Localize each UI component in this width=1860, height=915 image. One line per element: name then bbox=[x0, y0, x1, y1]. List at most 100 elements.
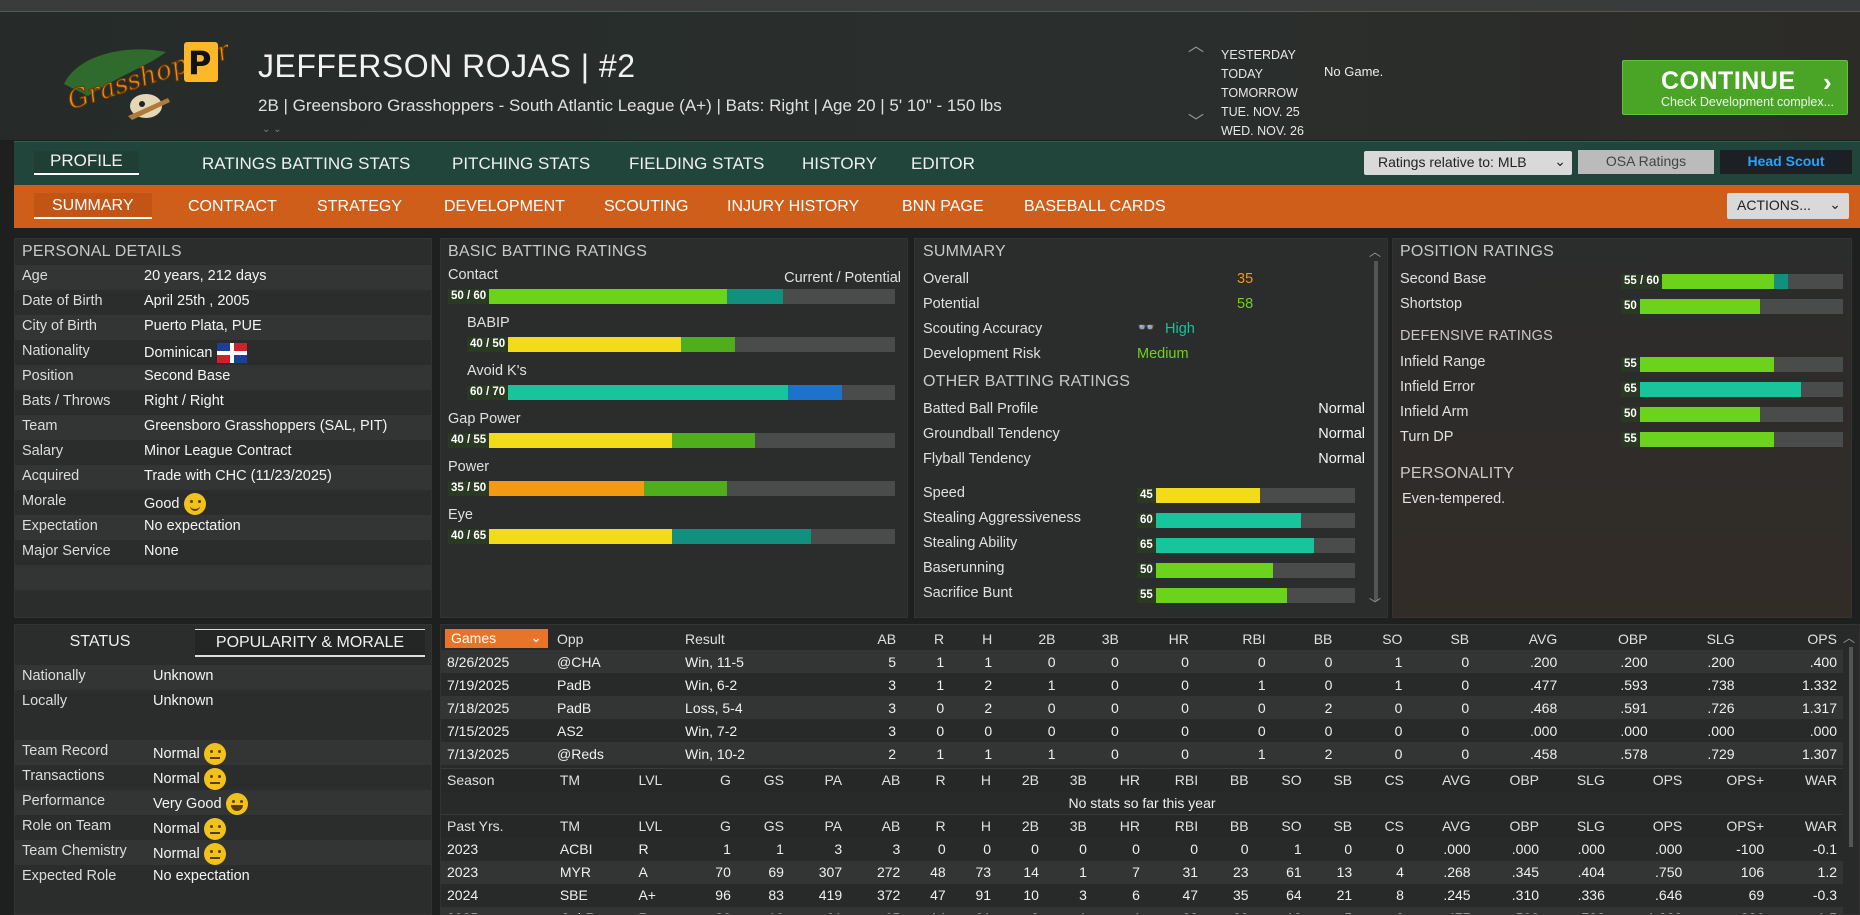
header-cell[interactable]: Result bbox=[685, 630, 725, 647]
scroll-up-icon[interactable]: ︿ bbox=[1842, 631, 1855, 645]
header-cell[interactable]: CS bbox=[1384, 818, 1404, 835]
head-scout-button[interactable]: Head Scout bbox=[1720, 150, 1852, 174]
header-cell[interactable]: BB bbox=[1313, 630, 1333, 647]
tab-status[interactable]: STATUS bbox=[69, 633, 131, 650]
table-row[interactable]: 7/13/2025 @Reds Win, 10-2 2 1 1 1 0 0 1 2 0 0 .458 .57… bbox=[441, 742, 1843, 765]
header-cell[interactable]: TM bbox=[559, 818, 581, 835]
header-cell[interactable]: SB bbox=[1450, 630, 1470, 647]
ratings-relative-select[interactable]: Ratings relative to: MLB ⌄ bbox=[1364, 151, 1572, 175]
scroll-down-icon[interactable]: ﹀ bbox=[1368, 597, 1381, 611]
header-cell[interactable]: BB bbox=[1229, 818, 1249, 835]
header-cell[interactable]: OPS bbox=[1652, 818, 1683, 835]
header-cell[interactable]: AB bbox=[881, 818, 901, 835]
header-cell[interactable]: SLG bbox=[1576, 818, 1605, 835]
header-cell[interactable]: LVL bbox=[638, 818, 663, 835]
header-cell[interactable]: BB bbox=[1229, 772, 1249, 789]
header-cell[interactable]: RBI bbox=[1174, 772, 1199, 789]
tab-fielding-stats[interactable]: FIELDING STATS bbox=[629, 154, 765, 173]
header-cell[interactable]: OPS+ bbox=[1726, 772, 1765, 789]
header-cell[interactable]: G bbox=[719, 772, 731, 789]
table-row[interactable]: 2025CubRR20199165143131423201350.477.593… bbox=[441, 906, 1843, 914]
tab-profile[interactable]: PROFILE bbox=[34, 151, 139, 175]
header-cell[interactable]: SO bbox=[1281, 818, 1302, 835]
calendar-day[interactable]: TOMORROW bbox=[1221, 86, 1298, 100]
header-cell[interactable]: 3B bbox=[1069, 772, 1087, 789]
header-cell[interactable]: SO bbox=[1382, 630, 1403, 647]
header-cell[interactable]: R bbox=[935, 818, 946, 835]
header-cell[interactable]: SLG bbox=[1576, 772, 1605, 789]
header-cell[interactable]: H bbox=[980, 818, 992, 835]
header-cell[interactable]: OBP bbox=[1509, 818, 1540, 835]
header-cell[interactable]: AB bbox=[881, 772, 901, 789]
header-cell[interactable]: Past Yrs. bbox=[447, 818, 504, 835]
actions-button[interactable]: ACTIONS... ⌄ bbox=[1727, 193, 1849, 219]
scrollbar[interactable] bbox=[1374, 261, 1378, 601]
tab-baseball-cards[interactable]: BASEBALL CARDS bbox=[1024, 198, 1166, 215]
calendar-down-icon[interactable]: ﹀ bbox=[1188, 114, 1205, 131]
tab-popularity-morale[interactable]: POPULARITY & MORALE bbox=[195, 629, 425, 657]
header-cell[interactable]: SB bbox=[1333, 772, 1353, 789]
scroll-up-icon[interactable]: ︿ bbox=[1368, 245, 1381, 259]
header-cell[interactable]: SO bbox=[1281, 772, 1302, 789]
tab-scouting[interactable]: SCOUTING bbox=[604, 198, 689, 215]
header-cell[interactable]: 2B bbox=[1038, 630, 1056, 647]
header-cell[interactable]: WAR bbox=[1804, 818, 1837, 835]
calendar-day[interactable]: WED. NOV. 26 bbox=[1221, 124, 1304, 138]
table-row[interactable]: 2024 SBE A+ 96 83 419 372 47 91 10 3 6 47 35 64 21 8 .245… bbox=[441, 884, 1843, 907]
table-row[interactable]: 7/15/2025 AS2 Win, 7-2 3 0 0 0 0 0 0 0 0 0 .000 .000 .0… bbox=[441, 719, 1843, 742]
header-cell[interactable]: R bbox=[934, 630, 945, 647]
header-cell[interactable]: PA bbox=[824, 818, 843, 835]
team-link[interactable]: Greensboro Grasshoppers (SAL, PIT) bbox=[144, 418, 388, 434]
header-cell[interactable]: AVG bbox=[1442, 772, 1471, 789]
tab-contract[interactable]: CONTRACT bbox=[188, 198, 277, 215]
games-select[interactable]: Games ⌄ bbox=[445, 629, 548, 648]
osa-ratings-button[interactable]: OSA Ratings bbox=[1578, 150, 1714, 174]
calendar-day[interactable]: TUE. NOV. 25 bbox=[1221, 105, 1300, 119]
header-cell[interactable]: HR bbox=[1168, 630, 1189, 647]
tab-injury-history[interactable]: INJURY HISTORY bbox=[727, 198, 860, 215]
header-cell[interactable]: WAR bbox=[1804, 772, 1837, 789]
table-row[interactable]: 7/18/2025 PadB Loss, 5-4 3 0 2 0 0 0 0 2 0 0 .468 .591… bbox=[441, 696, 1843, 719]
tab-development[interactable]: DEVELOPMENT bbox=[444, 198, 565, 215]
header-cell[interactable]: RBI bbox=[1242, 630, 1266, 647]
header-cell[interactable]: H bbox=[982, 630, 993, 647]
tab-editor[interactable]: EDITOR bbox=[911, 154, 975, 173]
header-cell[interactable]: HR bbox=[1119, 772, 1140, 789]
header-cell[interactable]: OPS bbox=[1807, 630, 1837, 647]
header-cell[interactable]: LVL bbox=[638, 772, 663, 789]
calendar-day[interactable]: TODAY bbox=[1221, 67, 1263, 81]
header-cell[interactable]: HR bbox=[1119, 818, 1140, 835]
calendar-up-icon[interactable]: ︿ bbox=[1188, 38, 1205, 55]
header-cell[interactable]: GS bbox=[763, 818, 784, 835]
header-cell[interactable]: 3B bbox=[1069, 818, 1087, 835]
scrollbar[interactable] bbox=[1849, 647, 1853, 847]
tab-summary[interactable]: SUMMARY bbox=[34, 193, 152, 219]
header-cell[interactable]: OPS+ bbox=[1726, 818, 1765, 835]
header-cell[interactable]: GS bbox=[763, 772, 784, 789]
header-cell[interactable]: R bbox=[935, 772, 946, 789]
header-cell[interactable]: 2B bbox=[1021, 818, 1039, 835]
detail-value[interactable]: Puerto Plata, PUE bbox=[144, 318, 262, 334]
table-row[interactable]: 2023 MYR A 70 69 307 272 48 73 14 1 7 31 23 61 13 4 .268.… bbox=[441, 860, 1843, 884]
header-cell[interactable]: OPS bbox=[1652, 772, 1683, 789]
tab-strategy[interactable]: STRATEGY bbox=[317, 198, 403, 215]
tab-batting-stats[interactable]: BATTING STATS bbox=[281, 154, 411, 173]
header-cell[interactable]: OBP bbox=[1618, 630, 1648, 647]
header-cell[interactable]: PA bbox=[824, 772, 843, 789]
calendar-day[interactable]: YESTERDAY bbox=[1221, 48, 1296, 62]
tab-ratings[interactable]: RATINGS bbox=[202, 154, 277, 173]
header-cell[interactable]: Opp bbox=[557, 630, 584, 647]
header-cell[interactable]: 2B bbox=[1021, 772, 1039, 789]
chevron-down-icon[interactable]: ⌄ ⌄ bbox=[262, 124, 282, 135]
header-cell[interactable]: RBI bbox=[1174, 818, 1199, 835]
header-cell[interactable]: SB bbox=[1333, 818, 1353, 835]
table-row[interactable]: 8/26/2025 @CHA Win, 11-5 5 1 1 0 0 0 0 0 1 0 .200 .200… bbox=[441, 650, 1843, 673]
header-cell[interactable]: G bbox=[719, 818, 731, 835]
table-row[interactable]: 2023 ACBI R 1 1 3 3 0 0 0 0 0 0 0 1 0 0 .000 .000 .000 .000 -… bbox=[441, 838, 1843, 861]
tab-bnn-page[interactable]: BNN PAGE bbox=[902, 198, 984, 215]
header-cell[interactable]: AVG bbox=[1528, 630, 1558, 647]
tab-pitching-stats[interactable]: PITCHING STATS bbox=[452, 154, 591, 173]
tab-history[interactable]: HISTORY bbox=[802, 154, 877, 173]
header-cell[interactable]: Season bbox=[447, 772, 495, 789]
header-cell[interactable]: AVG bbox=[1442, 818, 1471, 835]
